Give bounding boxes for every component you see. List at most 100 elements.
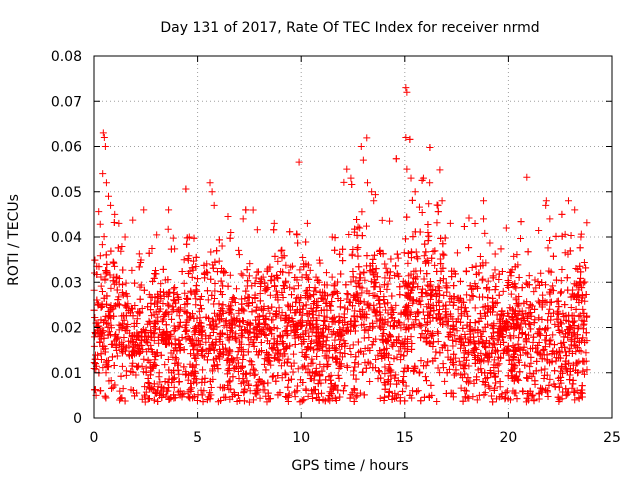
data-point bbox=[312, 317, 320, 325]
data-point bbox=[427, 332, 435, 340]
data-point bbox=[386, 380, 394, 388]
data-point bbox=[196, 319, 204, 327]
data-point bbox=[285, 314, 293, 322]
data-point bbox=[111, 332, 119, 340]
data-point bbox=[412, 275, 420, 283]
data-point bbox=[558, 265, 566, 273]
data-point bbox=[504, 277, 512, 285]
data-point bbox=[209, 264, 217, 272]
data-point bbox=[265, 395, 273, 403]
data-point bbox=[378, 316, 386, 324]
data-point bbox=[290, 285, 298, 293]
data-point bbox=[154, 383, 162, 391]
data-point bbox=[504, 309, 512, 317]
data-point bbox=[215, 311, 223, 319]
data-point bbox=[356, 224, 364, 232]
data-point bbox=[154, 398, 162, 406]
data-point bbox=[147, 299, 155, 307]
data-point bbox=[99, 129, 107, 137]
data-point bbox=[351, 225, 359, 233]
data-point bbox=[531, 316, 539, 324]
data-point bbox=[546, 359, 554, 367]
data-point bbox=[317, 329, 325, 337]
data-point bbox=[476, 310, 484, 318]
data-point bbox=[514, 340, 522, 348]
data-point bbox=[487, 370, 495, 378]
data-point bbox=[424, 327, 432, 335]
data-point bbox=[191, 290, 199, 298]
data-point bbox=[447, 310, 455, 318]
data-point bbox=[279, 293, 287, 301]
data-point bbox=[403, 213, 411, 221]
data-point bbox=[170, 306, 178, 314]
data-point bbox=[190, 393, 198, 401]
data-point bbox=[390, 355, 398, 363]
data-point bbox=[336, 250, 344, 258]
data-point bbox=[449, 389, 457, 397]
data-point bbox=[416, 297, 424, 305]
data-point bbox=[518, 284, 526, 292]
data-point bbox=[407, 333, 415, 341]
data-point bbox=[193, 275, 201, 283]
data-point bbox=[470, 379, 478, 387]
data-point bbox=[363, 287, 371, 295]
data-point bbox=[329, 353, 337, 361]
data-point bbox=[282, 392, 290, 400]
data-point bbox=[506, 322, 514, 330]
data-point bbox=[107, 201, 115, 209]
data-point bbox=[271, 252, 279, 260]
data-point bbox=[246, 387, 254, 395]
data-point bbox=[278, 246, 286, 254]
data-point bbox=[160, 312, 168, 320]
data-point bbox=[140, 286, 148, 294]
data-point bbox=[243, 266, 251, 274]
data-point bbox=[102, 394, 110, 402]
data-point bbox=[366, 262, 374, 270]
data-point bbox=[323, 362, 331, 370]
data-point bbox=[309, 300, 317, 308]
data-point bbox=[302, 287, 310, 295]
data-point bbox=[364, 326, 372, 334]
data-point bbox=[383, 285, 391, 293]
data-point bbox=[176, 318, 184, 326]
data-point bbox=[351, 307, 359, 315]
data-point bbox=[240, 389, 248, 397]
data-point bbox=[335, 312, 343, 320]
data-point bbox=[405, 324, 413, 332]
data-point bbox=[556, 349, 564, 357]
data-point bbox=[250, 365, 258, 373]
data-point bbox=[283, 358, 291, 366]
data-point bbox=[353, 391, 361, 399]
data-point bbox=[404, 259, 412, 267]
data-point bbox=[542, 332, 550, 340]
data-point bbox=[466, 327, 474, 335]
data-point bbox=[530, 319, 538, 327]
data-point bbox=[532, 344, 540, 352]
data-point bbox=[409, 296, 417, 304]
data-point bbox=[451, 332, 459, 340]
data-point bbox=[128, 266, 136, 274]
data-point bbox=[212, 320, 220, 328]
data-point bbox=[102, 266, 110, 274]
data-point bbox=[331, 246, 339, 254]
data-point bbox=[477, 314, 485, 322]
data-point bbox=[228, 355, 236, 363]
data-point bbox=[173, 307, 181, 315]
data-point bbox=[520, 314, 528, 322]
data-point bbox=[210, 325, 218, 333]
data-point bbox=[227, 228, 235, 236]
data-point bbox=[536, 350, 544, 358]
data-point bbox=[417, 322, 425, 330]
data-point bbox=[103, 320, 111, 328]
data-point bbox=[135, 263, 143, 271]
data-point bbox=[257, 283, 265, 291]
data-point bbox=[361, 276, 369, 284]
data-point bbox=[372, 356, 380, 364]
data-point bbox=[162, 335, 170, 343]
data-point bbox=[178, 393, 186, 401]
data-point bbox=[142, 388, 150, 396]
data-point bbox=[100, 342, 108, 350]
data-point bbox=[385, 392, 393, 400]
data-point bbox=[188, 335, 196, 343]
